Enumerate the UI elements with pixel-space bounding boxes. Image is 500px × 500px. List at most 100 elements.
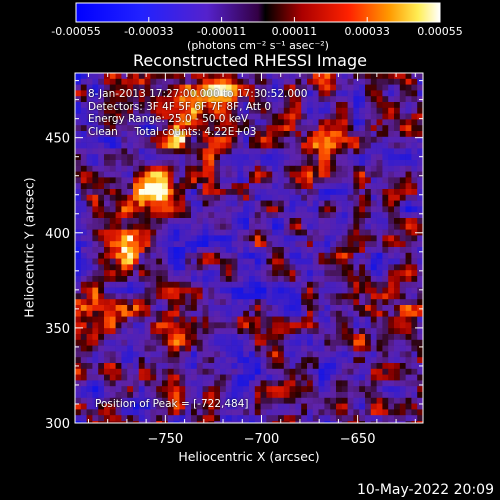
heatmap-cell — [283, 131, 290, 138]
heatmap-cell — [399, 113, 406, 120]
heatmap-cell — [272, 421, 279, 423]
heatmap-cell — [231, 386, 238, 393]
heatmap-cell — [330, 212, 337, 219]
heatmap-cell — [127, 102, 134, 109]
heatmap-cell — [272, 351, 279, 358]
heatmap-cell — [254, 235, 261, 242]
heatmap-cell — [341, 287, 348, 294]
heatmap-cell — [388, 403, 395, 410]
heatmap-cell — [121, 403, 128, 410]
heatmap-cell — [225, 90, 232, 97]
heatmap-cell — [138, 189, 145, 196]
heatmap-cell — [80, 165, 87, 172]
heatmap-cell — [399, 119, 406, 126]
heatmap-cell — [92, 409, 99, 416]
heatmap-cell — [225, 84, 232, 91]
heatmap-cell — [150, 73, 157, 80]
heatmap-cell — [173, 125, 180, 132]
heatmap-cell — [394, 299, 401, 306]
heatmap-cell — [214, 380, 221, 387]
heatmap-cell — [382, 287, 389, 294]
heatmap-cell — [301, 281, 308, 288]
heatmap-cell — [289, 287, 296, 294]
heatmap-cell — [405, 252, 412, 259]
heatmap-cell — [411, 235, 418, 242]
heatmap-cell — [307, 363, 314, 370]
heatmap-cell — [156, 113, 163, 120]
heatmap-cell — [127, 403, 134, 410]
heatmap-cell — [75, 281, 82, 288]
heatmap-cell — [295, 136, 302, 143]
heatmap-cell — [347, 363, 354, 370]
heatmap-cell — [208, 247, 215, 254]
heatmap-cell — [104, 223, 111, 230]
heatmap-cell — [359, 148, 366, 155]
heatmap-cell — [336, 276, 343, 283]
heatmap-cell — [127, 357, 134, 364]
heatmap-cell — [243, 287, 250, 294]
heatmap-cell — [109, 252, 116, 259]
heatmap-cell — [289, 299, 296, 306]
heatmap-cell — [191, 363, 198, 370]
heatmap-cell — [243, 305, 250, 312]
heatmap-cell — [283, 177, 290, 184]
heatmap-cell — [260, 345, 267, 352]
heatmap-cell — [220, 200, 227, 207]
heatmap-cell — [115, 96, 122, 103]
heatmap-cell — [179, 258, 186, 265]
heatmap-cell — [318, 102, 325, 109]
heatmap-cell — [249, 409, 256, 416]
heatmap-cell — [98, 345, 105, 352]
heatmap-cell — [272, 310, 279, 317]
heatmap-cell — [260, 229, 267, 236]
heatmap-cell — [162, 281, 169, 288]
heatmap-cell — [121, 154, 128, 161]
heatmap-cell — [109, 310, 116, 317]
heatmap-cell — [109, 206, 116, 213]
heatmap-cell — [307, 380, 314, 387]
heatmap-cell — [138, 357, 145, 364]
heatmap-cell — [318, 363, 325, 370]
heatmap-cell — [98, 107, 105, 114]
heatmap-cell — [231, 363, 238, 370]
heatmap-cell — [370, 125, 377, 132]
heatmap-cell — [196, 363, 203, 370]
heatmap-cell — [121, 264, 128, 271]
heatmap-cell — [214, 235, 221, 242]
heatmap-cell — [167, 136, 174, 143]
heatmap-cell — [249, 212, 256, 219]
heatmap-cell — [133, 334, 140, 341]
heatmap-cell — [202, 374, 209, 381]
heatmap-cell — [144, 380, 151, 387]
heatmap-cell — [359, 421, 366, 423]
heatmap-cell — [417, 334, 423, 341]
heatmap-cell — [365, 421, 372, 423]
heatmap-cell — [127, 415, 134, 422]
heatmap-cell — [411, 310, 418, 317]
heatmap-cell — [144, 119, 151, 126]
heatmap-cell — [92, 142, 99, 149]
heatmap-cell — [185, 357, 192, 364]
heatmap-cell — [307, 223, 314, 230]
heatmap-cell — [307, 206, 314, 213]
heatmap-cell — [231, 84, 238, 91]
heatmap-cell — [353, 293, 360, 300]
heatmap-cell — [330, 78, 337, 85]
heatmap-cell — [295, 276, 302, 283]
heatmap-cell — [208, 160, 215, 167]
heatmap-cell — [312, 218, 319, 225]
heatmap-cell — [185, 200, 192, 207]
heatmap-cell — [231, 154, 238, 161]
heatmap-cell — [370, 363, 377, 370]
heatmap-cell — [278, 415, 285, 422]
heatmap-cell — [231, 218, 238, 225]
heatmap-cell — [417, 403, 423, 410]
heatmap-cell — [150, 368, 157, 375]
heatmap-cell — [243, 229, 250, 236]
heatmap-cell — [347, 73, 354, 80]
heatmap-cell — [220, 84, 227, 91]
heatmap-cell — [330, 223, 337, 230]
heatmap-cell — [353, 148, 360, 155]
heatmap-cell — [214, 299, 221, 306]
heatmap-cell — [243, 218, 250, 225]
